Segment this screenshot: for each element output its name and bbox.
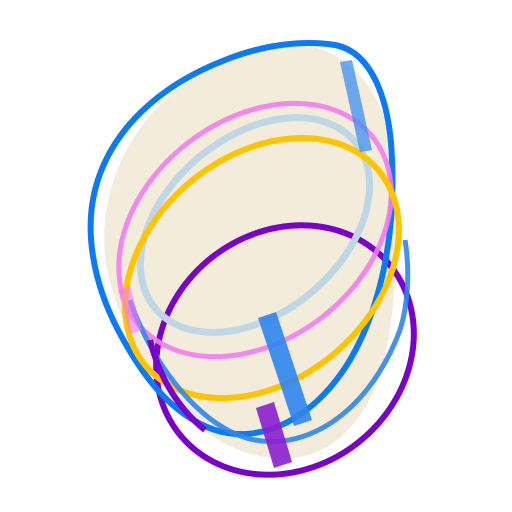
purple-left-arc xyxy=(147,339,207,433)
gold-ellipse xyxy=(122,134,402,402)
blue-top-right-band xyxy=(340,60,372,152)
cream-fill-body xyxy=(104,44,397,459)
purple-bar xyxy=(256,402,292,468)
light-blue-ellipse xyxy=(136,114,374,336)
blue-bar-lower xyxy=(258,312,312,426)
magenta-left-bar xyxy=(118,286,142,334)
blue-lower-arc xyxy=(127,239,411,444)
